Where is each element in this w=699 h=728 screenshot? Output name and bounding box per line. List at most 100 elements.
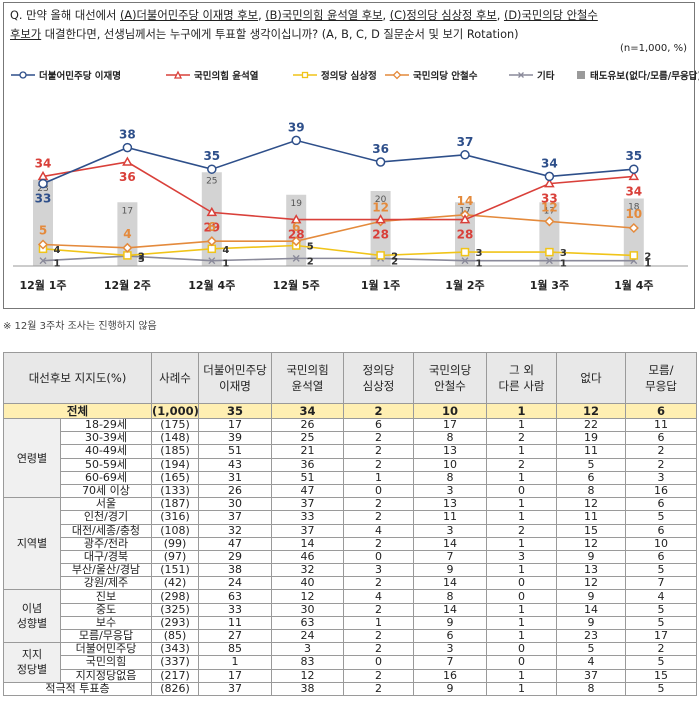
row-label: 대구/경북 — [60, 549, 152, 565]
lee-point — [460, 150, 470, 160]
table-cell: 29 — [198, 549, 272, 565]
table-cell: 3 — [413, 483, 487, 499]
legend-label: 태도유보(없다/모름/무응답) — [590, 71, 699, 82]
sample-count: (175) — [151, 417, 199, 433]
table-cell: 6 — [625, 523, 697, 538]
table-row-total: 전체 (1,000) 35 34 2 10 1 12 6 — [3, 403, 697, 419]
table-row: 보수 (293) 11 63 1 9 1 9 5 — [4, 615, 697, 631]
table-cell: 17 — [198, 417, 272, 433]
other-data-label: 1 — [476, 259, 483, 270]
sample-count: (194) — [151, 457, 199, 472]
table-cell: 11 — [198, 615, 272, 631]
table-cell: 4 — [343, 589, 414, 604]
sim-data-label: 2 — [644, 251, 651, 262]
table-cell: 9 — [556, 589, 626, 604]
row-label: 중도 — [60, 602, 152, 617]
lee-point — [544, 171, 555, 182]
table-row: 지지정당없음 (217) 17 12 2 16 1 37 15 — [4, 668, 697, 683]
table-cell: 47 — [271, 483, 344, 499]
ahn-data-label: 4 — [123, 227, 131, 241]
row-label: 40-49세 — [60, 444, 152, 459]
legend-label: 더불어민주당 이재명 — [39, 71, 121, 82]
table-row: 모름/무응답 (85) 27 24 2 6 1 23 17 — [4, 628, 697, 644]
table-header-col: 국민의당 안철수 — [413, 352, 487, 404]
table-cell: 14 — [271, 536, 344, 551]
undecided-bar-label: 19 — [290, 199, 302, 209]
sim-point — [460, 247, 470, 257]
table-cell: 0 — [343, 655, 414, 670]
other-point — [461, 257, 469, 265]
table-cell: 4 — [556, 655, 626, 670]
ahn-data-label: 14 — [457, 194, 474, 208]
sample-count: (148) — [151, 431, 199, 446]
yoon-data-label: 28 — [457, 228, 474, 242]
lee-line — [42, 139, 634, 185]
footnote: ※ 12월 3주차 조사는 진행하지 않음 — [3, 321, 157, 332]
lee-data-label: 35 — [625, 149, 642, 163]
sim-data-label: 4 — [222, 245, 229, 256]
legend-label: 국민의힘 윤석열 — [194, 71, 259, 82]
table-cell: 4 — [625, 589, 697, 604]
undecided-bar — [286, 194, 307, 266]
table-row: 40-49세 (185) 51 21 2 13 1 11 2 — [4, 444, 697, 459]
x-tick-label: 12월 2주 — [104, 278, 151, 292]
legend-item: 국민의힘 윤석열 — [165, 68, 259, 82]
table-cell: 22 — [556, 417, 626, 433]
table-cell: 6 — [625, 549, 697, 565]
table-cell: 9 — [413, 615, 487, 631]
yoon-data-label: 34 — [35, 156, 52, 170]
table-cell: 12 — [556, 576, 626, 591]
lee-data-label: 38 — [119, 128, 136, 142]
table-cell: 63 — [271, 615, 344, 631]
lee-data-label: 39 — [288, 120, 305, 134]
sample-count: (133) — [151, 483, 199, 499]
yoon-point — [459, 214, 471, 224]
table-cell: 9 — [556, 549, 626, 565]
table-cell: 5 — [625, 615, 697, 631]
undecided-bar — [370, 191, 391, 266]
sample-count: (151) — [151, 563, 199, 578]
sample-count: (97) — [151, 549, 199, 565]
table-cell: 0 — [343, 483, 414, 499]
table-cell: 1 — [486, 510, 557, 525]
undecided-bar-label: 17 — [122, 206, 133, 216]
sample-count: (293) — [151, 615, 199, 631]
undecided-bar — [201, 172, 222, 266]
lee-data-label: 36 — [372, 142, 389, 156]
table-cell: 51 — [198, 444, 272, 459]
table-cell: 14 — [413, 602, 487, 617]
table-row: 70세 이상 (133) 26 47 0 3 0 8 16 — [4, 483, 697, 499]
sample-count: (185) — [151, 444, 199, 459]
yoon-data-label: 36 — [119, 170, 136, 184]
table-cell: 6 — [625, 431, 697, 446]
table-cell: 2 — [343, 576, 414, 591]
table-cell: 5 — [556, 457, 626, 472]
table-cell: 30 — [198, 497, 272, 512]
yoon-point — [290, 214, 302, 224]
table-cell: 10 — [625, 536, 697, 551]
table-cell: 17 — [413, 417, 487, 433]
table-cell: 8 — [413, 589, 487, 604]
sim-point — [545, 247, 554, 257]
yoon-point — [628, 170, 640, 181]
sample-count: (826) — [151, 681, 199, 696]
table-row: 지지 정당별 더불어민주당 (343) 85 3 2 3 0 5 2 — [3, 642, 697, 683]
table-cell: 35 — [198, 403, 272, 419]
table-cell: 1 — [486, 536, 557, 551]
table-cell: 3 — [486, 549, 557, 565]
row-label: 강원/제주 — [60, 576, 152, 591]
lee-data-label: 37 — [457, 135, 474, 149]
table-row: 부산/울산/경남 (151) 38 32 3 9 1 13 5 — [4, 563, 697, 578]
table-cell: 2 — [343, 668, 414, 683]
table-cell: 11 — [625, 417, 697, 433]
x-tick-label: 1월 3주 — [530, 278, 569, 292]
table-row: 50-59세 (194) 43 36 2 10 2 5 2 — [4, 457, 697, 472]
row-label: 부산/울산/경남 — [60, 563, 152, 578]
ahn-point — [291, 236, 302, 247]
table-cell: 15 — [625, 668, 697, 683]
row-label: 18-29세 — [60, 417, 152, 433]
table-cell: 11 — [556, 510, 626, 525]
sample-count: (343) — [151, 642, 199, 657]
table-cell: 1 — [198, 655, 272, 670]
table-row: 강원/제주 (42) 24 40 2 14 0 12 7 — [4, 576, 697, 591]
